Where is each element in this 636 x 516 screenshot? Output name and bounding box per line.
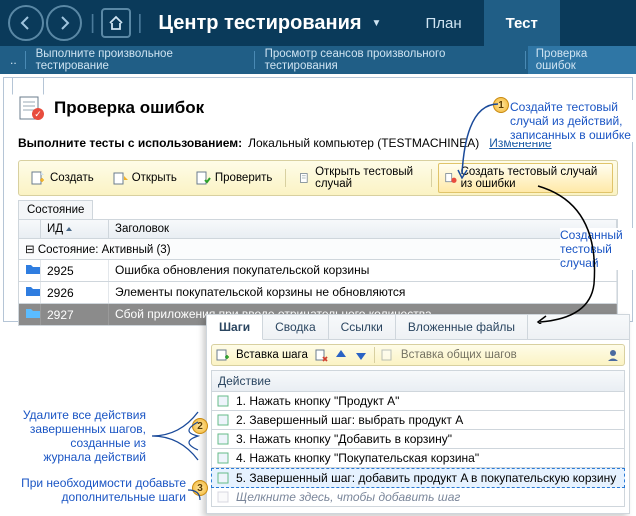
badge-2: 2 <box>192 418 208 434</box>
user-icon[interactable] <box>606 348 620 362</box>
state-filter[interactable]: Состояние <box>18 200 93 219</box>
tab-plan[interactable]: План <box>403 0 483 46</box>
steps-panel: Шаги Сводка Ссылки Вложенные файлы Встав… <box>206 314 630 514</box>
insert-step-label[interactable]: Вставка шага <box>236 349 308 361</box>
step-row[interactable]: 3. Нажать кнопку "Добавить в корзину" <box>211 430 625 449</box>
open-test-case-label: Открыть тестовый случай <box>315 166 418 190</box>
col-id[interactable]: ИД <box>41 220 109 238</box>
hub-title[interactable]: Центр тестирования ▼ <box>158 12 381 35</box>
top-header: | | Центр тестирования ▼ План Тест <box>0 0 636 46</box>
step-row[interactable]: 2. Завершенный шаг: выбрать продукт A <box>211 411 625 430</box>
bug-row[interactable]: 2926 Элементы покупательской корзины не … <box>18 282 618 304</box>
env-label: Выполните тесты с использованием: <box>18 136 242 150</box>
move-up-icon[interactable] <box>334 348 348 362</box>
bugs-grid: ИД Заголовок ⊟ Состояние: Активный (3) 2… <box>18 219 618 326</box>
tab-summary[interactable]: Сводка <box>263 315 329 339</box>
sort-asc-icon <box>65 225 73 233</box>
create-button[interactable]: Создать <box>23 167 101 189</box>
tab-test[interactable]: Тест <box>484 0 560 46</box>
move-down-icon[interactable] <box>354 348 368 362</box>
steps-toolbar: Вставка шага Вставка общих шагов <box>211 344 625 366</box>
steps-tabs: Шаги Сводка Ссылки Вложенные файлы <box>207 315 629 340</box>
bug-to-test-icon <box>445 170 457 186</box>
folder-icon <box>25 285 41 297</box>
tab-attachments[interactable]: Вложенные файлы <box>396 315 528 339</box>
chevron-down-icon: ▼ <box>372 18 382 29</box>
forward-button[interactable] <box>46 5 82 41</box>
open-button[interactable]: Открыть <box>105 167 184 189</box>
hub-title-text: Центр тестирования <box>158 12 361 35</box>
step-hint-row[interactable]: Щелкните здесь, чтобы добавить шаг <box>211 488 625 507</box>
insert-step-icon[interactable] <box>216 348 230 362</box>
bug-row[interactable]: 2925 Ошибка обновления покупательской ко… <box>18 260 618 282</box>
breadcrumb-row: .. Выполните произвольное тестирование П… <box>0 46 636 74</box>
bug-id: 2925 <box>41 260 109 281</box>
step-row[interactable]: 5. Завершенный шаг: добавить продукт A в… <box>211 468 625 488</box>
open-icon <box>112 170 128 186</box>
step-icon <box>216 471 230 485</box>
create-test-case-from-bug-button[interactable]: Создать тестовый случай из ошибки <box>438 163 613 193</box>
grid-header: ИД Заголовок <box>18 219 618 239</box>
folder-icon <box>25 263 41 275</box>
create-label: Создать <box>50 172 94 184</box>
step-icon <box>216 413 230 427</box>
crumb-manual-test[interactable]: Выполните произвольное тестирование <box>28 46 252 74</box>
bug-id: 2927 <box>41 304 109 325</box>
toolbar: Создать Открыть Проверить Открыть тестов… <box>18 160 618 196</box>
insert-shared-label[interactable]: Вставка общих шагов <box>401 349 517 361</box>
verify-label: Проверить <box>215 172 273 184</box>
badge-1: 1 <box>493 97 509 113</box>
tab-steps[interactable]: Шаги <box>207 315 263 340</box>
step-icon <box>216 432 230 446</box>
step-row[interactable]: 4. Нажать кнопку "Покупательская корзина… <box>211 449 625 468</box>
verify-button[interactable]: Проверить <box>188 167 280 189</box>
tab-links[interactable]: Ссылки <box>329 315 396 339</box>
bug-id: 2926 <box>41 282 109 303</box>
crumb-verify-bugs[interactable]: Проверка ошибок <box>528 46 636 74</box>
verify-icon <box>195 170 211 186</box>
testcase-icon <box>299 170 311 186</box>
callout-add-steps: При необходимости добавьтедополнительные… <box>2 476 186 504</box>
crumb-sessions[interactable]: Просмотр сеансов произвольного тестирова… <box>257 46 523 74</box>
bug-title: Ошибка обновления покупательской корзины <box>109 260 617 281</box>
badge-3: 3 <box>192 480 208 496</box>
steps-column-action: Действие <box>211 370 625 392</box>
step-icon <box>216 490 230 504</box>
bug-title: Элементы покупательской корзины не обнов… <box>109 282 617 303</box>
svg-text:✓: ✓ <box>34 109 42 119</box>
step-icon <box>216 394 230 408</box>
callout-created-test-case: Созданныйтестовыйслучай <box>560 228 634 270</box>
step-icon <box>216 451 230 465</box>
delete-step-icon[interactable] <box>314 348 328 362</box>
callout-delete-steps: Удалите все действиязавершенных шагов,со… <box>16 408 146 464</box>
col-title[interactable]: Заголовок <box>109 220 617 238</box>
verify-bugs-icon: ✓ <box>18 94 46 122</box>
back-button[interactable] <box>8 5 44 41</box>
group-row[interactable]: ⊟ Состояние: Активный (3) <box>18 239 618 260</box>
folder-icon <box>25 307 41 319</box>
shared-steps-icon[interactable] <box>381 348 395 362</box>
home-button[interactable] <box>101 8 131 38</box>
panel-title: Проверка ошибок <box>54 98 204 118</box>
open-test-case-button[interactable]: Открыть тестовый случай <box>292 163 425 193</box>
callout-create-test-case: Создайте тестовыйслучай из действий,запи… <box>510 100 634 142</box>
step-row[interactable]: 1. Нажать кнопку "Продукт A" <box>211 392 625 411</box>
new-icon <box>30 170 46 186</box>
env-value: Локальный компьютер (TESTMACHINEA) <box>248 136 479 150</box>
create-test-case-label: Создать тестовый случай из ошибки <box>461 166 606 190</box>
open-label: Открыть <box>132 172 177 184</box>
